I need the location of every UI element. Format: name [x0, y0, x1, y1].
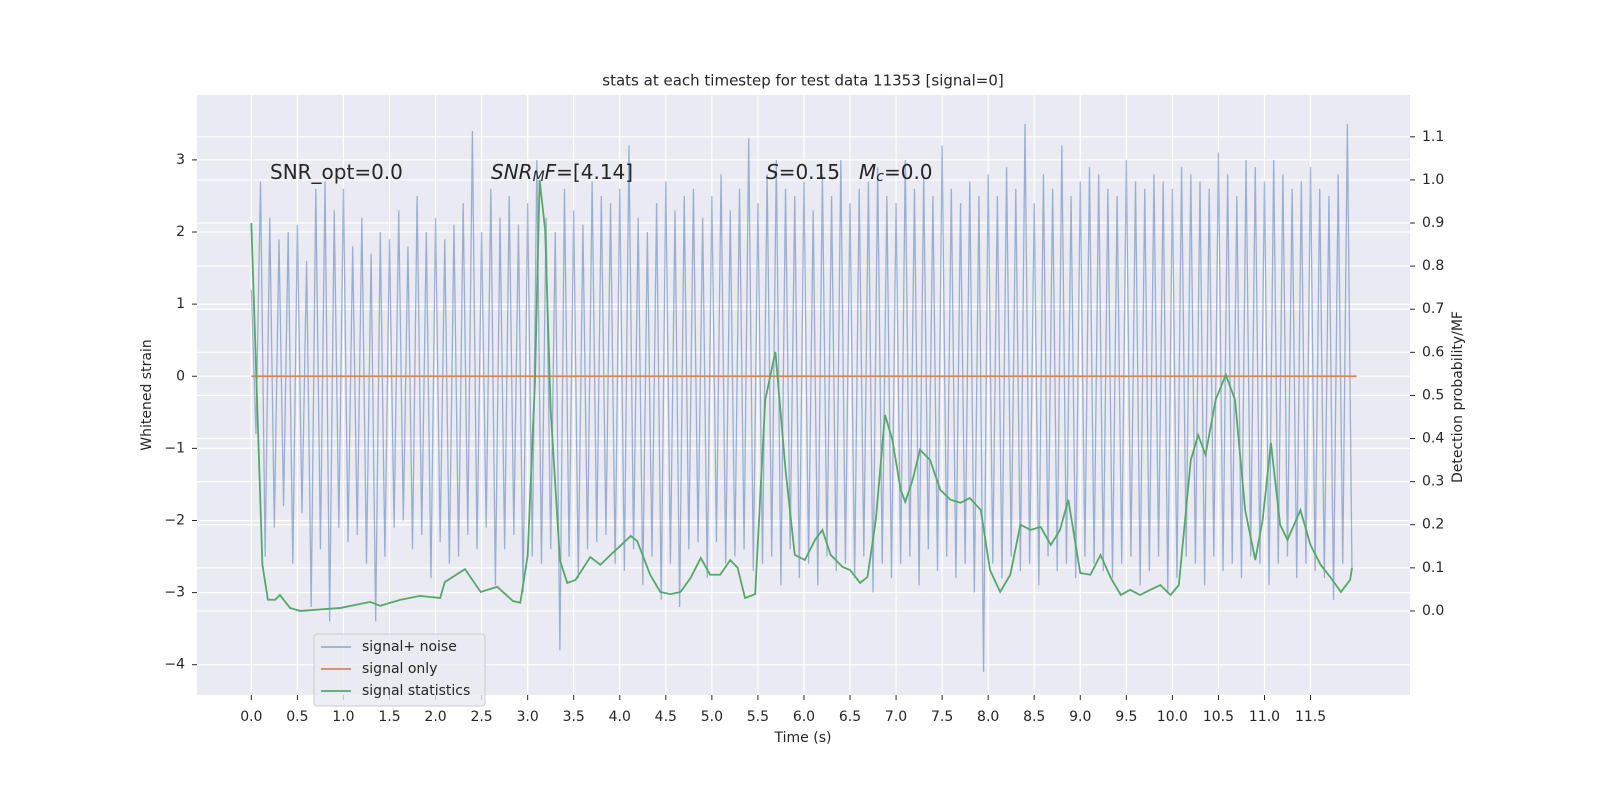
x-tick-label: 1.0: [332, 709, 354, 725]
y-tick-label: −3: [164, 585, 185, 601]
annotation: SNR_opt=0.0: [270, 160, 403, 184]
x-tick-label: 0.5: [286, 709, 308, 725]
x-tick-label: 5.0: [701, 709, 723, 725]
legend-label: signal only: [362, 661, 437, 677]
x-tick-label: 3.5: [563, 709, 585, 725]
annotation-part: =0.0: [884, 160, 933, 184]
x-tick-label: 2.5: [470, 709, 492, 725]
annotation-part: =0.15: [779, 160, 840, 184]
annotation: S=0.15: [766, 160, 840, 184]
y-tick-label: −2: [164, 512, 185, 528]
annotation-part: S: [766, 160, 779, 184]
x-axis-label: Time (s): [774, 730, 832, 746]
x-tick-label: 9.0: [1069, 709, 1091, 725]
y2-tick-label: 1.1: [1422, 129, 1444, 145]
legend-label: signal+ noise: [362, 639, 457, 655]
x-tick-label: 0.0: [240, 709, 262, 725]
series-line: [250, 123, 1353, 672]
x-tick-label: 11.5: [1295, 709, 1326, 725]
y2-tick-label: 0.8: [1422, 258, 1444, 274]
annotation-part: c: [876, 169, 884, 185]
y-tick-label: 3: [176, 152, 185, 168]
y2-tick-label: 0.5: [1422, 387, 1444, 403]
legend-label: signal statistics: [362, 683, 470, 699]
y2-tick-label: 0.6: [1422, 344, 1444, 360]
x-tick-label: 7.0: [885, 709, 907, 725]
y2-tick-label: 0.2: [1422, 517, 1444, 533]
x-tick-label: 1.5: [378, 709, 400, 725]
x-tick-label: 8.5: [1023, 709, 1045, 725]
y-axis-label: Whitened strain: [139, 339, 155, 450]
y2-tick-label: 0.9: [1422, 215, 1444, 231]
annotation: SNRMF=[4.14]: [491, 160, 633, 185]
annotation-part: =[4.14]: [556, 160, 633, 184]
x-tick-label: 6.0: [793, 709, 815, 725]
x-tick-label: 7.5: [931, 709, 953, 725]
y-tick-label: 0: [176, 368, 185, 384]
annotation-part: SNR: [491, 160, 533, 184]
y-tick-label: 2: [176, 224, 185, 240]
y-tick-label: −4: [164, 657, 185, 673]
y2-tick-label: 0.4: [1422, 431, 1444, 447]
y2-tick-label: 0.7: [1422, 301, 1444, 317]
y2-axis-label: Detection probability/MF: [1450, 311, 1466, 483]
annotation-part: M: [533, 169, 545, 185]
annotation-part: F: [545, 160, 557, 184]
y2-tick-label: 0.1: [1422, 560, 1444, 576]
legend-box: [313, 633, 486, 707]
x-tick-label: 2.0: [424, 709, 446, 725]
x-tick-label: 3.0: [517, 709, 539, 725]
series-line: [250, 179, 1353, 612]
x-tick-label: 10.5: [1203, 709, 1234, 725]
annotation-part: M: [859, 160, 876, 184]
x-tick-label: 4.0: [609, 709, 631, 725]
x-tick-label: 8.0: [977, 709, 999, 725]
y-tick-label: −1: [164, 440, 185, 456]
annotation: Mc=0.0: [859, 160, 933, 185]
y2-tick-label: 0.3: [1422, 474, 1444, 490]
y-tick-label: 1: [176, 296, 185, 312]
x-tick-label: 6.5: [839, 709, 861, 725]
x-tick-label: 9.5: [1115, 709, 1137, 725]
chart-title: stats at each timestep for test data 113…: [602, 72, 1003, 90]
annotation-part: SNR_opt=0.0: [270, 160, 403, 184]
x-tick-label: 11.0: [1249, 709, 1280, 725]
y2-tick-label: 0.0: [1422, 603, 1444, 619]
x-tick-label: 10.0: [1157, 709, 1188, 725]
x-tick-label: 4.5: [655, 709, 677, 725]
y2-tick-label: 1.0: [1422, 172, 1444, 188]
x-tick-label: 5.5: [747, 709, 769, 725]
